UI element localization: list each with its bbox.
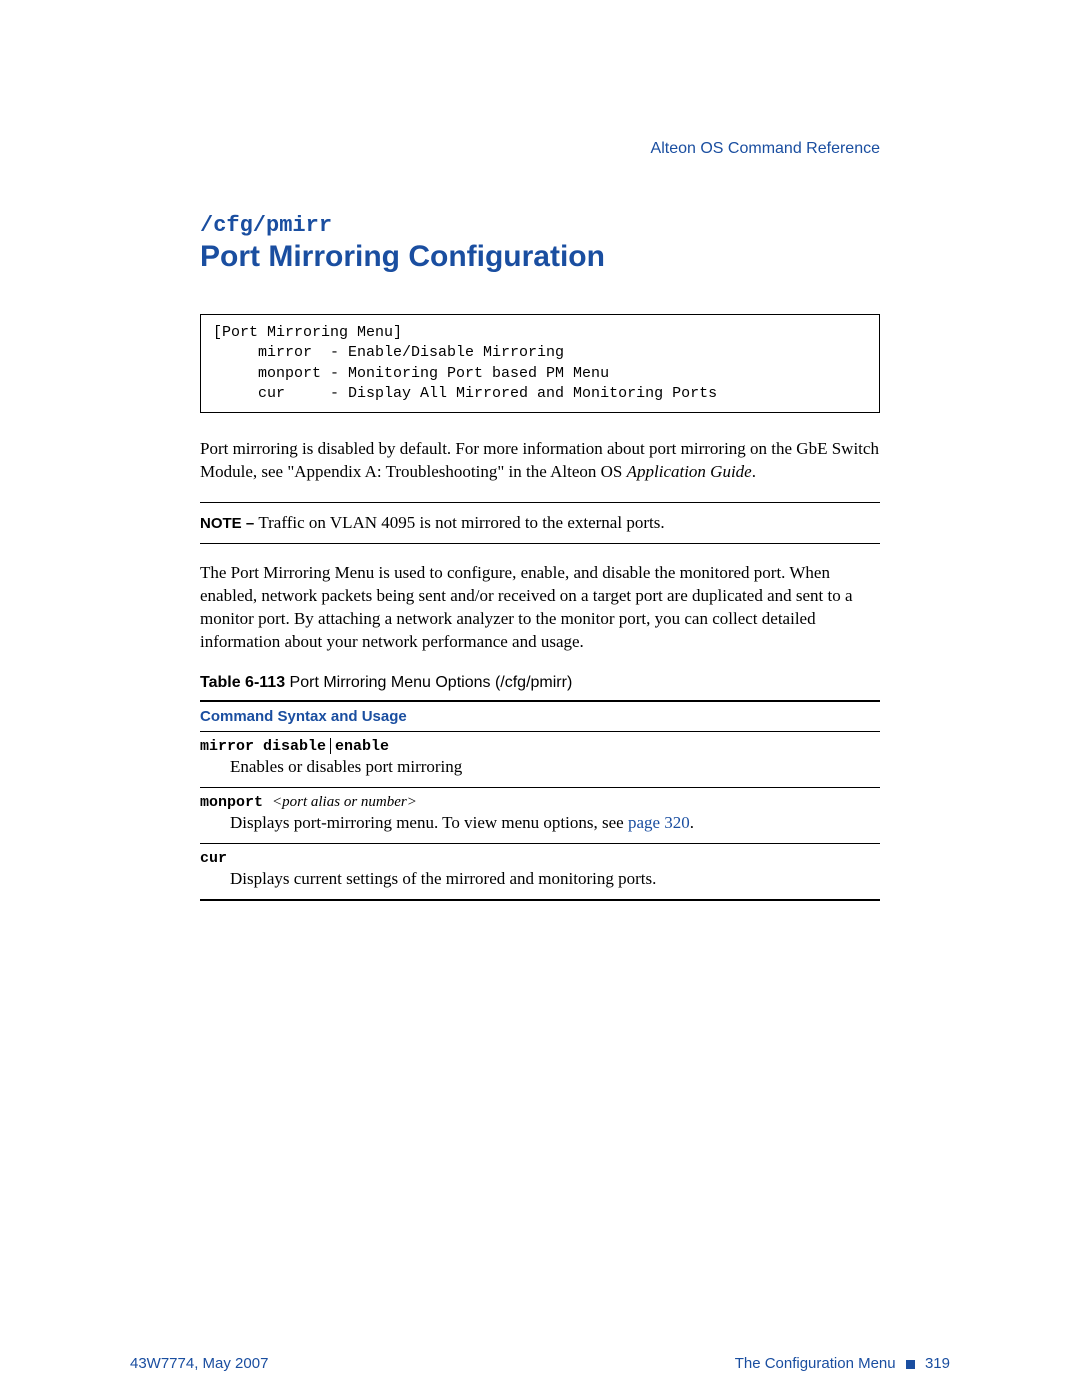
note-label: NOTE –	[200, 515, 258, 532]
desc-text: .	[690, 813, 694, 832]
table-row: monport <port alias or number> Displays …	[200, 788, 880, 844]
code-line: [Port Mirroring Menu]	[213, 324, 402, 341]
footer-right: The Configuration Menu 319	[735, 1355, 950, 1372]
paragraph: The Port Mirroring Menu is used to confi…	[200, 562, 880, 654]
command-syntax: mirror disable enable	[200, 738, 880, 755]
footer-page-number: 319	[925, 1355, 950, 1372]
syntax-text: monport	[200, 794, 272, 811]
pipe-separator-icon	[330, 738, 331, 755]
table-row: mirror disable enable Enables or disables…	[200, 732, 880, 788]
page-footer: 43W7774, May 2007 The Configuration Menu…	[130, 1355, 950, 1372]
para-text: Port mirroring is disabled by default. F…	[200, 439, 879, 481]
command-syntax: monport <port alias or number>	[200, 794, 880, 811]
note-block: NOTE – Traffic on VLAN 4095 is not mirro…	[200, 502, 880, 544]
table-row: cur Displays current settings of the mir…	[200, 844, 880, 899]
menu-code-box: [Port Mirroring Menu] mirror - Enable/Di…	[200, 314, 880, 413]
code-line: mirror - Enable/Disable Mirroring	[213, 344, 564, 361]
code-line: monport - Monitoring Port based PM Menu	[213, 365, 609, 382]
running-header: Alteon OS Command Reference	[200, 140, 880, 158]
section-title: Port Mirroring Configuration	[200, 240, 880, 274]
paragraph: Port mirroring is disabled by default. F…	[200, 438, 880, 484]
table-header: Command Syntax and Usage	[200, 702, 880, 732]
para-text: .	[752, 462, 756, 481]
desc-text: Displays port-mirroring menu. To view me…	[230, 813, 628, 832]
page-content: Alteon OS Command Reference /cfg/pmirr P…	[200, 140, 880, 901]
square-bullet-icon	[906, 1360, 915, 1369]
command-description: Enables or disables port mirroring	[200, 755, 880, 781]
code-line: cur - Display All Mirrored and Monitorin…	[213, 385, 717, 402]
footer-section-name: The Configuration Menu	[735, 1355, 896, 1372]
options-table: Command Syntax and Usage mirror disable e…	[200, 700, 880, 901]
table-caption-text: Port Mirroring Menu Options (/cfg/pmirr)	[285, 674, 572, 691]
footer-left: 43W7774, May 2007	[130, 1355, 268, 1372]
page-link[interactable]: page 320	[628, 813, 690, 832]
command-syntax: cur	[200, 850, 880, 867]
syntax-param: <port alias or number>	[272, 794, 417, 810]
command-description: Displays current settings of the mirrore…	[200, 867, 880, 893]
syntax-text: enable	[335, 738, 389, 755]
command-description: Displays port-mirroring menu. To view me…	[200, 811, 880, 837]
note-text: Traffic on VLAN 4095 is not mirrored to …	[258, 513, 664, 532]
syntax-text: mirror disable	[200, 738, 326, 755]
table-number: Table 6-113	[200, 674, 285, 691]
command-path: /cfg/pmirr	[200, 213, 880, 238]
para-italic: Application Guide	[627, 462, 752, 481]
table-caption: Table 6-113 Port Mirroring Menu Options …	[200, 674, 880, 692]
